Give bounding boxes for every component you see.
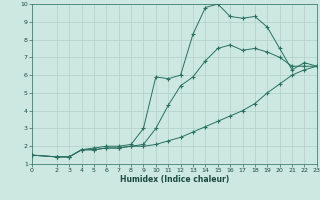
X-axis label: Humidex (Indice chaleur): Humidex (Indice chaleur) [120, 175, 229, 184]
